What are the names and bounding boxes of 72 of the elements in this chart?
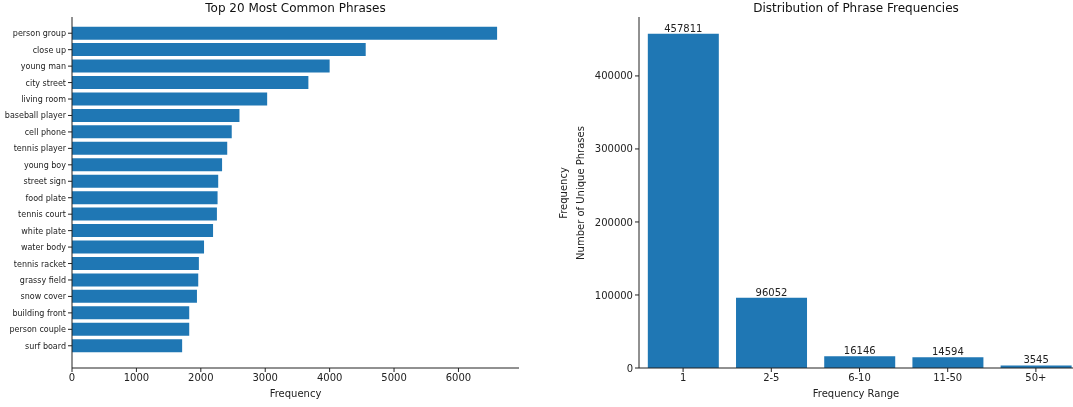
bar [72, 322, 190, 336]
x-tick-label: 50+ [1025, 372, 1047, 384]
x-tick-label: 6000 [445, 372, 472, 384]
y-axis-title: Number of Unique Phrases [574, 126, 586, 260]
y-tick-label: snow cover [20, 292, 67, 302]
y-tick-label: street sign [23, 177, 66, 187]
bar [736, 297, 808, 368]
bar [72, 339, 183, 353]
y-tick-label: person group [12, 29, 66, 39]
y-tick-label: 300000 [594, 143, 633, 155]
y-tick-label: tennis court [18, 210, 66, 220]
y-tick-label: 100000 [594, 289, 633, 301]
x-tick-label: 5000 [381, 372, 407, 384]
data-label: 457811 [664, 22, 703, 34]
x-axis-title: Frequency [268, 388, 323, 399]
bar [72, 26, 498, 40]
bar [72, 224, 214, 238]
y-tick-label: food plate [25, 193, 67, 203]
bar [647, 33, 719, 368]
y-tick-label: young man [20, 62, 66, 72]
y-tick-label: person couple [9, 325, 67, 335]
bar [824, 356, 896, 368]
bar [72, 59, 330, 73]
x-tick-label: 11-50 [933, 372, 963, 384]
y-tick-label: building front [12, 308, 66, 318]
bar [72, 273, 199, 287]
x-tick-label: 4000 [316, 372, 343, 384]
y-tick-label: 200000 [594, 216, 633, 228]
bar [72, 108, 240, 122]
y-tick-label: living room [21, 95, 67, 105]
bar [912, 357, 984, 368]
bar [72, 191, 218, 205]
x-tick-label: 6-10 [848, 372, 871, 384]
x-tick-label: 0 [68, 372, 76, 384]
y-tick-label: tennis racket [13, 259, 66, 269]
y-tick-label: cell phone [24, 127, 67, 137]
x-axis-title: Frequency Range [811, 388, 901, 399]
x-tick-label: 3000 [252, 372, 278, 384]
y-tick-label: young boy [23, 160, 67, 170]
bar [72, 240, 205, 254]
chart-title: Top 20 Most Common Phrases [204, 0, 387, 16]
x-tick-label: 2-5 [763, 372, 780, 384]
data-label: 14594 [932, 346, 964, 358]
bar [72, 256, 199, 270]
bar [72, 92, 268, 106]
bar [72, 43, 366, 57]
bar [72, 174, 219, 188]
chart-title: Distribution of Phrase Frequencies [752, 0, 960, 16]
bar [72, 306, 190, 320]
bar [72, 141, 228, 155]
y-tick-label: close up [32, 45, 66, 55]
data-label: 96052 [755, 286, 788, 298]
bar [72, 207, 217, 221]
data-label: 16146 [843, 345, 876, 357]
x-tick-label: 2000 [188, 372, 214, 384]
x-tick-label: 1 [679, 372, 687, 384]
bar [72, 158, 223, 172]
y-tick-label: grassy field [19, 275, 66, 285]
y-tick-label: tennis player [13, 144, 67, 154]
y-tick-label: baseball player [4, 111, 67, 121]
x-tick-label: 1000 [123, 372, 150, 384]
y-tick-label: water body [20, 243, 67, 253]
bar [72, 125, 232, 139]
y-tick-label: 400000 [594, 70, 633, 82]
y-tick-label: white plate [21, 226, 67, 236]
y-tick-label: city street [25, 78, 66, 88]
y-tick-label: surf board [25, 341, 66, 351]
text: Frequency [557, 167, 569, 219]
bar [72, 76, 309, 89]
data-label: 3545 [1023, 354, 1049, 366]
y-tick-label: 0 [626, 362, 633, 374]
bar [72, 289, 197, 303]
